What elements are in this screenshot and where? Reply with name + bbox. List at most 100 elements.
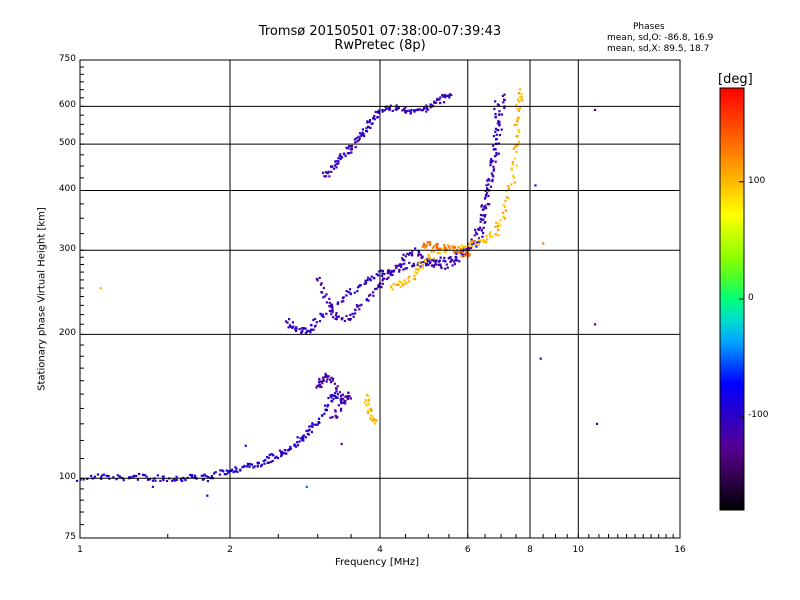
data-point [445,263,448,266]
data-point [520,99,524,102]
data-point [491,178,494,181]
data-point [294,328,297,331]
data-point [86,477,89,480]
data-point [299,437,302,440]
data-point [345,294,348,297]
data-point [316,279,319,282]
data-point [400,263,403,266]
data-point [381,282,384,285]
data-point [396,264,399,267]
data-point [443,93,446,96]
data-point [389,104,392,107]
data-point [289,445,292,449]
data-point [349,317,352,321]
data-point [498,123,501,126]
data-point [316,423,319,426]
data-point [439,101,442,105]
data-point [439,265,443,268]
data-point [424,246,427,249]
data-point [364,399,367,402]
data-point [494,127,498,130]
data-point [386,269,390,273]
data-point [282,452,285,455]
data-point [298,440,301,443]
data-point [403,279,406,282]
data-point [423,259,426,262]
data-point [349,292,352,295]
data-point [515,123,518,126]
data-point [446,244,450,247]
data-point [107,475,110,478]
data-point [181,479,184,483]
data-point [499,224,502,227]
data-point [369,279,372,282]
data-point [335,163,338,166]
data-point [418,108,421,111]
data-point [518,100,521,103]
data-point [375,273,378,276]
data-point [326,403,330,407]
data-point [337,315,341,318]
data-point [491,180,494,183]
data-point [441,94,444,97]
data-point [468,253,471,256]
data-point [498,133,501,137]
data-point [479,213,483,217]
data-point [372,117,375,120]
data-point [213,472,216,475]
data-point [79,478,82,481]
data-point [324,372,327,375]
data-point [319,283,323,286]
data-point [378,270,381,273]
data-point [444,96,447,99]
data-point [445,94,448,97]
y-tick-label: 100 [58,472,76,483]
data-point [390,269,393,273]
data-point [286,321,289,324]
data-point [321,380,324,383]
data-point [453,246,456,249]
data-point [112,476,115,479]
data-point [517,109,520,112]
data-point [338,154,341,158]
y-tick-label: 500 [58,138,76,149]
data-point [507,197,510,200]
data-point [291,326,294,330]
data-point [455,251,458,254]
data-point [471,244,474,248]
data-point [520,96,523,99]
data-point [321,382,324,385]
data-point [484,206,488,210]
data-point [518,96,522,99]
data-point [403,259,406,262]
data-point [333,382,337,385]
data-point [283,452,286,455]
data-point [105,474,108,477]
data-point [401,258,404,261]
data-point [363,135,366,138]
data-point [425,262,429,266]
data-point [408,253,411,256]
data-point [298,328,301,331]
data-point [287,326,290,329]
data-point [412,262,415,265]
data-point [488,233,491,236]
data-point [483,197,487,200]
data-point [427,253,430,257]
data-point [413,277,417,281]
data-point [331,400,334,403]
data-point [360,303,363,306]
data-point [516,120,519,123]
data-point [443,250,446,254]
data-point [436,251,440,255]
data-point [318,276,321,280]
data-point [330,313,333,316]
data-point [398,280,401,283]
data-point [593,323,597,326]
data-point [494,115,497,118]
data-point [496,228,500,231]
data-point [329,165,333,168]
data-point [344,154,347,158]
data-point [488,179,491,182]
